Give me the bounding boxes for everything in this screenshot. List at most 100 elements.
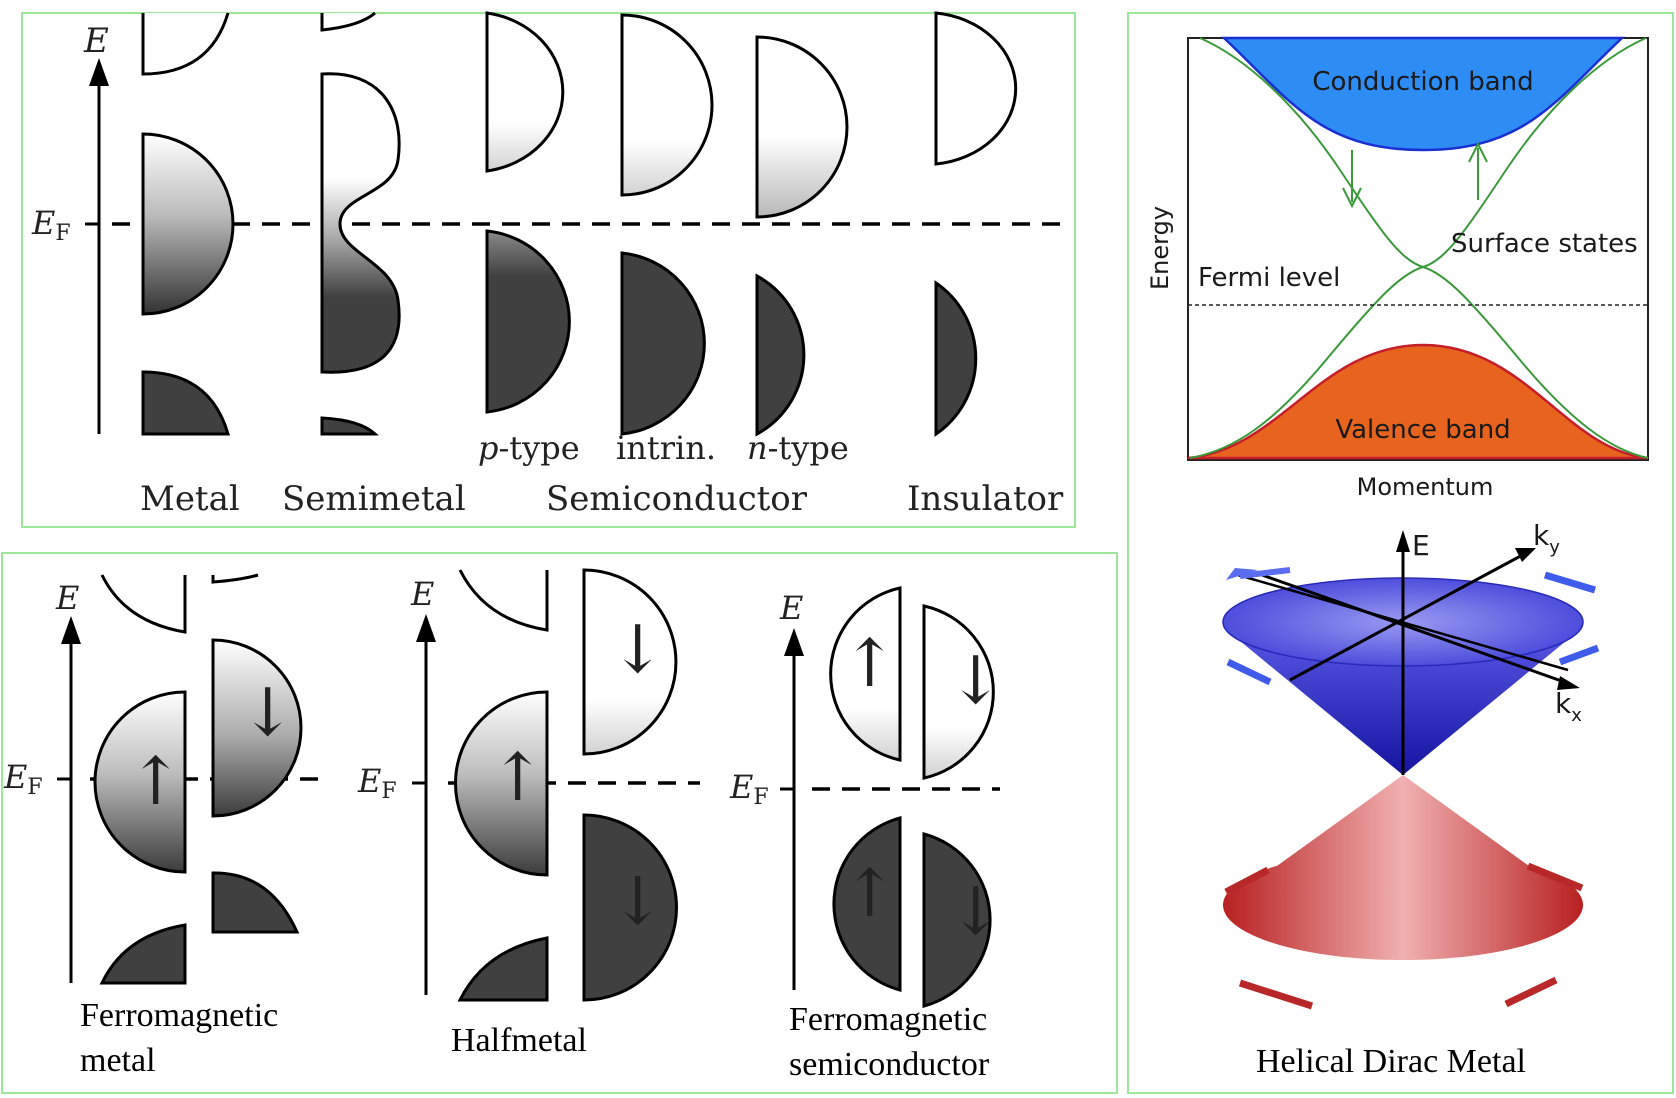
ferro-semi-down-arrow-upper: ↓ [948, 642, 1003, 719]
dirac-title: Helical Dirac Metal [1256, 1043, 1526, 1080]
dirac-cone: E ky kx [1222, 519, 1600, 1010]
valence-band [1187, 343, 1649, 460]
metal-bands [141, 12, 235, 436]
spin-arrow-top-left-shaft [1239, 567, 1291, 579]
spin-arrow-low-left [1224, 866, 1270, 896]
semimetal-label: Semimetal [282, 479, 466, 519]
halfmetal-label: Halfmetal [451, 1022, 587, 1059]
p-type-label: p-type [478, 429, 580, 467]
halfmetal-down-arrow-lower: ↓ [610, 863, 665, 940]
ferro-semi-fermi-label: EF [729, 768, 769, 810]
spin-arrow-low-right [1526, 862, 1584, 892]
spin-arrow-top-right [1543, 571, 1597, 594]
ferro-metal-down-band [211, 638, 303, 818]
cone-diagonal-axis [1237, 573, 1569, 672]
semimetal-overlap-band [320, 72, 401, 374]
semimetal-bottom-band [320, 416, 379, 436]
insulator-conduction-band [934, 11, 1018, 166]
cone-ky-label: ky [1533, 519, 1560, 558]
halfmetal-down-conduction-band [582, 568, 678, 756]
valence-band-label: Valence band [1335, 415, 1510, 445]
ferro-metal-label-line1: Ferromagnetic [80, 997, 278, 1034]
ferro-metal-axis-arrowhead [61, 616, 81, 644]
cone-kx-axis [1261, 573, 1571, 686]
ferro-metal-down-low-band [211, 871, 300, 934]
band-panel-border [21, 12, 1076, 528]
insulator-label: Insulator [907, 479, 1064, 519]
halfmetal-down-arrow-upper: ↓ [610, 611, 665, 688]
band-diagram-panel: E EF [21, 11, 1076, 528]
ferro-metal-up-low-band [99, 923, 187, 985]
insulator-bands [934, 11, 1018, 437]
surface-states-label: Surface states [1451, 229, 1638, 259]
halfmetal-fermi-label: EF [357, 762, 397, 804]
semiconductor-label: Semiconductor [546, 479, 808, 519]
surface-state-curve-up [1189, 37, 1647, 459]
p-type-valence-band [485, 229, 571, 414]
metal-bottom-band [141, 370, 230, 436]
p-type-bands [485, 11, 571, 414]
n-type-conduction-band [755, 35, 849, 219]
cone-ky-arrowhead [1515, 548, 1536, 562]
ferro-metal-up-top-band [100, 574, 187, 634]
energy-axis-label: E [83, 21, 109, 61]
metal-label: Metal [140, 479, 240, 519]
lower-cone-base [1223, 850, 1583, 960]
spin-panel-border [1, 552, 1118, 1094]
semimetal-bands [320, 11, 401, 436]
n-type-label: n-type [747, 429, 849, 467]
metal-partial-band [141, 132, 235, 316]
cone-ky-axis [1289, 550, 1529, 682]
metal-top-band [141, 12, 230, 76]
ferro-semi-energy-label: E [779, 589, 803, 627]
conduction-band-label: Conduction band [1312, 67, 1533, 97]
halfmetal-axis-arrowhead [416, 614, 436, 642]
dirac-panel: Conduction band Valence band Fermi level… [1127, 12, 1674, 1094]
ferro-semi-up-arrow-lower: ↑ [842, 855, 897, 932]
intrinsic-label: intrin. [616, 429, 716, 467]
ferro-metal-energy-label: E [55, 579, 79, 617]
ferro-semi-up-conduction-band [829, 586, 902, 762]
n-type-bands [755, 35, 849, 437]
p-type-conduction-band [485, 11, 565, 173]
halfmetal-up-arrow: ↑ [490, 739, 545, 816]
conduction-band [1220, 36, 1626, 152]
ferro-semi-down-valence-band [922, 832, 992, 1008]
surface-spin-arrowhead-up [1468, 141, 1488, 163]
dirac-panel-border [1127, 12, 1674, 1094]
insulator-valence-band [934, 280, 978, 437]
ferro-semi-up-valence-band [832, 816, 902, 992]
cone-e-label: E [1412, 529, 1430, 562]
ferro-metal-down-top-band [211, 573, 259, 584]
semimetal-top-band [320, 11, 376, 32]
fermi-label: EF [31, 204, 71, 246]
spin-arrow-base-right [1504, 976, 1558, 1008]
fermi-level-label: Fermi level [1198, 263, 1340, 293]
ferro-semi-up-arrow-upper: ↑ [842, 625, 897, 702]
halfmetal-up-top-band [458, 569, 549, 632]
n-type-valence-band [755, 273, 806, 437]
ferro-metal-label-line2: metal [80, 1042, 156, 1079]
halfmetal-energy-label: E [410, 575, 434, 613]
spin-diagram-panel: E EF ↑ ↓ Ferromagnetic metal E EF ↑ ↓ ↓ … [1, 552, 1118, 1094]
ferro-metal-up-band [93, 690, 187, 874]
halfmetal-up-band [454, 690, 549, 877]
spin-arrow-mid-right [1558, 644, 1600, 666]
spin-arrow-base-left [1238, 979, 1314, 1010]
ferro-metal-up-arrow: ↑ [128, 743, 183, 820]
intrinsic-conduction-band [620, 13, 714, 197]
intrinsic-bands [620, 13, 714, 436]
spin-arrow-mid-left [1226, 658, 1272, 686]
cone-kx-arrowhead [1557, 676, 1580, 690]
cone-energy-arrowhead [1396, 530, 1410, 552]
halfmetal-down-valence-band [582, 813, 678, 1002]
energy-label: Energy [1146, 206, 1174, 290]
ferro-semi-label-line1: Ferromagnetic [789, 1001, 987, 1038]
surface-spin-arrowhead-down [1342, 187, 1362, 209]
ferro-metal-fermi-label: EF [3, 758, 43, 800]
ferro-semi-down-conduction-band [922, 604, 995, 780]
ferro-semi-label-line2: semiconductor [789, 1046, 990, 1083]
halfmetal-up-low-band [457, 936, 549, 1002]
ferro-metal-down-arrow: ↓ [240, 674, 295, 751]
